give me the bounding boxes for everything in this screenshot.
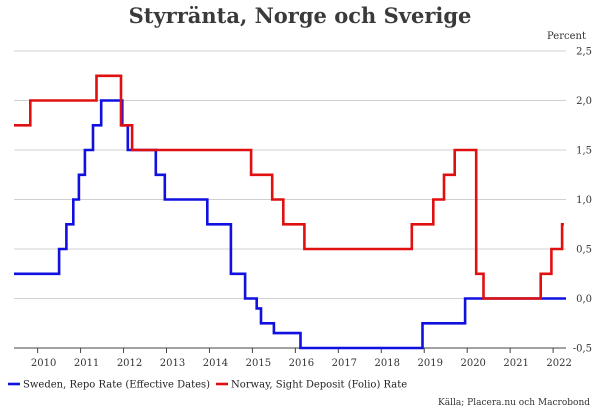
x-tick-label: 2013 [160, 358, 185, 369]
series-line-1 [14, 74, 564, 300]
x-tick-label: 2011 [74, 358, 99, 369]
series-line-0 [14, 99, 566, 350]
x-axis-ticks: 2010 2011 2012 2013 2014 2015 2016 2017 2018 2019… [31, 348, 572, 369]
y-tick-label: 2,5 [576, 47, 592, 58]
legend-label: Norway, Sight Deposit (Folio) Rate [231, 380, 407, 391]
y-axis-ticks: -0,5 0,0 0,5 1,0 1,5 2,0 2,5 [573, 47, 592, 355]
chart-title: Styrränta, Norge och Sverige [129, 3, 472, 28]
x-tick-label: 2021 [503, 358, 528, 369]
y-tick-label: 1,5 [576, 146, 592, 157]
x-tick-label: 2014 [203, 358, 228, 369]
x-tick-label: 2018 [375, 358, 400, 369]
legend: Sweden, Repo Rate (Effective Dates) Norwa… [8, 380, 407, 391]
legend-label: Sweden, Repo Rate (Effective Dates) [23, 380, 210, 391]
x-tick-label: 2015 [246, 358, 271, 369]
x-tick-label: 2022 [546, 358, 571, 369]
x-tick-label: 2019 [418, 358, 443, 369]
y-tick-label: -0,5 [573, 344, 592, 355]
y-tick-label: 0,0 [576, 294, 592, 305]
source-note: Källa; Placera.nu och Macrobond [438, 398, 590, 408]
y-axis-unit: Percent [547, 31, 586, 42]
x-tick-label: 2016 [289, 358, 314, 369]
x-tick-label: 2010 [31, 358, 56, 369]
series-lines [14, 74, 566, 350]
y-tick-label: 0,5 [576, 245, 592, 256]
y-tick-label: 1,0 [576, 195, 592, 206]
x-tick-label: 2012 [117, 358, 142, 369]
x-tick-label: 2017 [332, 358, 357, 369]
x-tick-label: 2020 [460, 358, 485, 369]
y-tick-label: 2,0 [576, 96, 592, 107]
